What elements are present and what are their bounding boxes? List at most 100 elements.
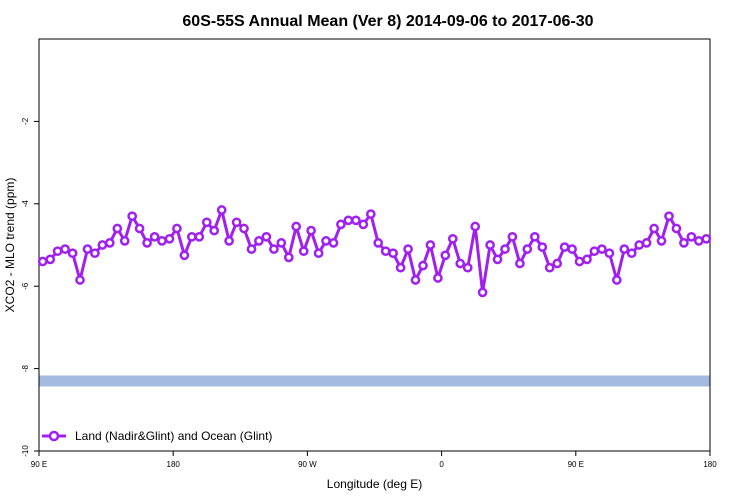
y-tick-label: -10 — [21, 445, 30, 457]
data-point — [261, 231, 272, 242]
data-point — [373, 238, 384, 248]
data-point — [403, 244, 413, 254]
y-tick-label: -8 — [21, 364, 30, 372]
x-axis: 90 E 180 90 W 0 90 E 180 — [31, 451, 717, 469]
legend: Land (Nadir&Glint) and Ocean (Glint) — [42, 429, 272, 443]
data-point — [380, 246, 391, 257]
data-point — [172, 223, 182, 234]
data-point — [686, 231, 697, 242]
data-point — [537, 242, 548, 252]
data-point — [276, 238, 287, 248]
reference-band-bar — [39, 375, 710, 387]
data-point — [656, 236, 667, 246]
data-point — [351, 215, 361, 226]
data-point — [611, 275, 622, 285]
data-point — [298, 246, 309, 257]
data-point — [142, 238, 152, 248]
data-point — [664, 211, 674, 222]
data-point — [358, 219, 369, 230]
data-point — [104, 238, 115, 248]
data-point — [119, 236, 130, 246]
legend-point-marker — [48, 430, 60, 442]
data-point — [97, 240, 108, 250]
data-point — [701, 233, 712, 244]
data-point — [619, 244, 630, 254]
data-point — [52, 246, 63, 257]
data-point — [336, 219, 346, 230]
data-point — [604, 248, 615, 259]
plot-frame — [38, 38, 711, 452]
data-point — [522, 244, 533, 254]
data-point — [597, 244, 607, 254]
data-point — [90, 248, 100, 259]
data-point — [418, 260, 428, 271]
data-point — [239, 223, 249, 234]
data-point — [283, 252, 294, 263]
data-point — [626, 248, 637, 259]
chart-title: 60S-55S Annual Mean (Ver 8) 2014-09-06 t… — [182, 13, 593, 30]
data-point — [328, 238, 339, 248]
data-point — [574, 256, 585, 267]
x-tick-label: 180 — [167, 460, 181, 469]
data-point — [679, 238, 689, 248]
data-point — [589, 246, 600, 257]
data-point — [291, 221, 302, 232]
data-point — [529, 231, 540, 242]
x-axis-label: Longitude (deg E) — [327, 477, 422, 491]
data-point — [216, 205, 227, 215]
data-point — [164, 233, 175, 244]
data-point — [388, 248, 398, 259]
data-point — [634, 240, 645, 250]
x-tick-label: 90 E — [31, 460, 47, 469]
data-point — [671, 223, 682, 234]
data-point — [567, 244, 577, 254]
data-point — [134, 223, 145, 234]
data-point — [433, 273, 443, 283]
data-point — [447, 233, 458, 244]
data-point — [410, 275, 421, 285]
data-point — [194, 231, 205, 242]
data-point — [365, 209, 376, 219]
data-point — [507, 231, 518, 242]
series-points — [37, 205, 712, 298]
data-point — [343, 215, 354, 226]
x-tick-label: 90 E — [568, 460, 584, 469]
y-axis: -2 -4 -6 -8 -10 — [21, 117, 39, 457]
data-point — [552, 258, 563, 269]
x-tick-label: 90 W — [298, 460, 317, 469]
data-point — [254, 236, 264, 246]
data-point — [559, 242, 570, 252]
data-point — [500, 244, 510, 254]
x-tick-label: 180 — [703, 460, 717, 469]
data-point — [515, 258, 525, 269]
data-point — [693, 236, 704, 246]
data-point — [75, 275, 85, 285]
data-point — [209, 225, 220, 236]
data-point — [179, 250, 190, 261]
data-point — [224, 236, 234, 246]
y-tick-label: -2 — [21, 117, 30, 125]
data-point — [45, 254, 56, 265]
data-point — [37, 256, 48, 267]
data-point — [641, 238, 652, 248]
data-point — [485, 240, 495, 250]
data-point — [149, 231, 160, 242]
data-point — [313, 248, 324, 259]
data-point — [201, 217, 212, 228]
data-point — [462, 262, 473, 273]
data-point — [425, 240, 436, 250]
data-point — [582, 254, 592, 265]
data-point — [321, 236, 331, 246]
reference-band — [39, 375, 710, 387]
data-point — [186, 231, 197, 242]
data-point — [82, 244, 93, 254]
data-point — [112, 223, 123, 234]
data-point — [60, 244, 70, 254]
y-tick-label: -4 — [21, 200, 30, 208]
x-tick-label: 0 — [439, 460, 444, 469]
data-point — [269, 244, 279, 254]
data-point — [440, 250, 451, 261]
data-point — [470, 221, 481, 232]
y-tick-label: -6 — [21, 282, 30, 290]
legend-label: Land (Nadir&Glint) and Ocean (Glint) — [75, 429, 272, 443]
